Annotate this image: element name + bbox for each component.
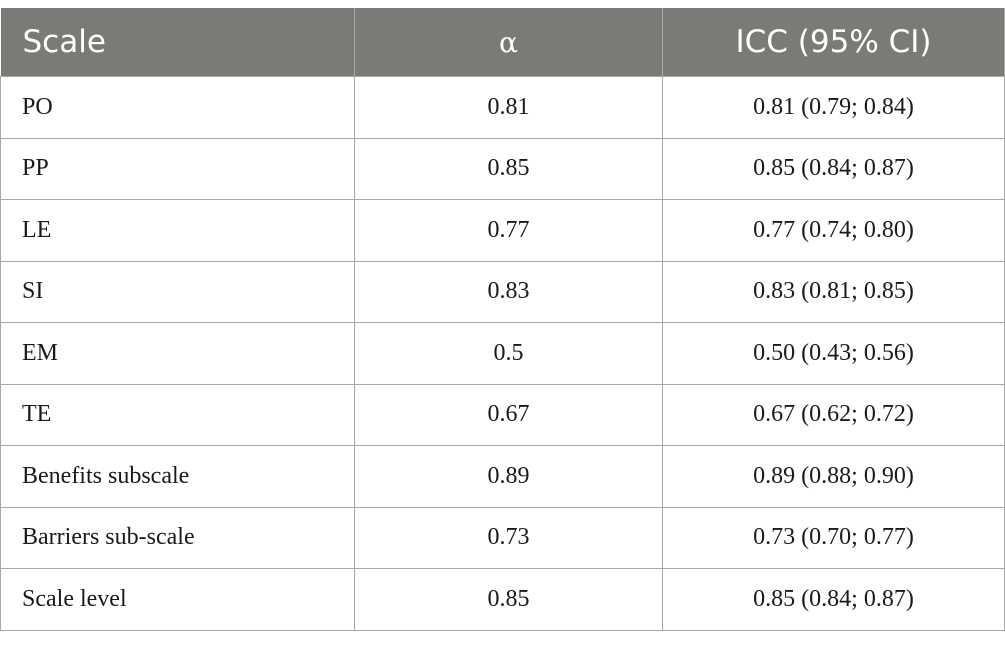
table-row: Barriers sub-scale 0.73 0.73 (0.70; 0.77… [0, 507, 1005, 569]
header-row: Scale α ICC (95% CI) [0, 8, 1005, 77]
table-row: Benefits subscale 0.89 0.89 (0.88; 0.90) [0, 445, 1005, 508]
table-row: SI 0.83 0.83 (0.81; 0.85) [0, 261, 1005, 323]
cell-alpha: 0.73 [354, 507, 663, 569]
table-row: TE 0.67 0.67 (0.62; 0.72) [0, 384, 1005, 446]
cell-icc: 0.85 (0.84; 0.87) [662, 138, 1005, 200]
cell-icc: 0.77 (0.74; 0.80) [662, 199, 1005, 262]
cell-scale: TE [0, 384, 355, 446]
cell-scale: LE [0, 199, 355, 262]
cell-icc: 0.73 (0.70; 0.77) [662, 507, 1005, 569]
cell-alpha: 0.85 [354, 568, 663, 631]
table-row: PO 0.81 0.81 (0.79; 0.84) [0, 76, 1005, 139]
cell-icc: 0.89 (0.88; 0.90) [662, 445, 1005, 508]
reliability-table: Scale α ICC (95% CI) PO 0.81 0.81 (0.79;… [0, 8, 1005, 631]
cell-icc: 0.67 (0.62; 0.72) [662, 384, 1005, 446]
table-row: PP 0.85 0.85 (0.84; 0.87) [0, 138, 1005, 200]
cell-scale: PO [0, 76, 355, 139]
cell-icc: 0.50 (0.43; 0.56) [662, 322, 1005, 385]
table-row: Scale level 0.85 0.85 (0.84; 0.87) [0, 568, 1005, 631]
column-header-alpha: α [354, 8, 663, 77]
cell-scale: Barriers sub-scale [0, 507, 355, 569]
cell-alpha: 0.77 [354, 199, 663, 262]
cell-scale: PP [0, 138, 355, 200]
table-body: PO 0.81 0.81 (0.79; 0.84) PP 0.85 0.85 (… [0, 76, 1005, 631]
cell-alpha: 0.89 [354, 445, 663, 508]
cell-scale: SI [0, 261, 355, 323]
cell-alpha: 0.81 [354, 76, 663, 139]
cell-scale: Scale level [0, 568, 355, 631]
column-header-icc: ICC (95% CI) [662, 8, 1005, 77]
reliability-table-container: Scale α ICC (95% CI) PO 0.81 0.81 (0.79;… [0, 8, 1005, 631]
cell-icc: 0.83 (0.81; 0.85) [662, 261, 1005, 323]
cell-icc: 0.81 (0.79; 0.84) [662, 76, 1005, 139]
table-row: LE 0.77 0.77 (0.74; 0.80) [0, 199, 1005, 262]
cell-scale: Benefits subscale [0, 445, 355, 508]
cell-alpha: 0.83 [354, 261, 663, 323]
cell-alpha: 0.67 [354, 384, 663, 446]
cell-icc: 0.85 (0.84; 0.87) [662, 568, 1005, 631]
cell-alpha: 0.85 [354, 138, 663, 200]
cell-alpha: 0.5 [354, 322, 663, 385]
cell-scale: EM [0, 322, 355, 385]
table-row: EM 0.5 0.50 (0.43; 0.56) [0, 322, 1005, 385]
table-header: Scale α ICC (95% CI) [0, 8, 1005, 77]
column-header-scale: Scale [0, 8, 355, 77]
